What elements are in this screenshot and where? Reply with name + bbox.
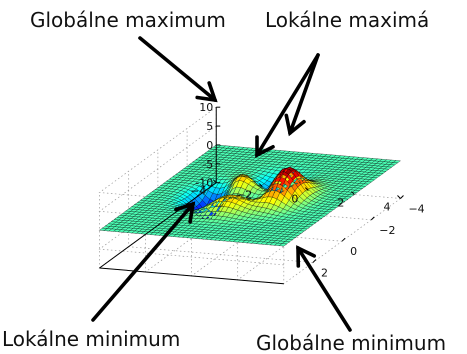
annotation-local-max: Lokálne maximá bbox=[265, 8, 429, 32]
z-tick-label: 0 bbox=[206, 139, 213, 152]
x-tick bbox=[370, 216, 375, 221]
annotation-local-min: Lokálne minimum bbox=[2, 327, 180, 351]
arrow-shaft bbox=[138, 36, 217, 102]
arrow-shaft bbox=[296, 246, 352, 332]
arrow-head bbox=[284, 113, 306, 137]
arrow-shaft bbox=[91, 202, 195, 322]
y-tick-label: 4 bbox=[383, 201, 390, 214]
y-tick bbox=[351, 191, 355, 195]
y-tick-label: 2 bbox=[337, 197, 344, 210]
arrow-head bbox=[255, 135, 275, 158]
z-tick-label: -10 bbox=[195, 177, 213, 190]
y-tick-label: −2 bbox=[236, 189, 252, 202]
x-axis-line bbox=[99, 267, 284, 285]
y-tick bbox=[212, 179, 217, 184]
grid-line bbox=[283, 198, 401, 285]
y-tick-label: 0 bbox=[291, 193, 298, 206]
tick-labels: 10 5 0 -5 -10 4 2 0 −2 −4 −4 −2 0 2 bbox=[190, 101, 425, 279]
arrow-head bbox=[296, 245, 317, 268]
x-tick bbox=[341, 237, 346, 242]
arrow-shaft bbox=[255, 53, 320, 157]
x-tick-label: 0 bbox=[350, 245, 357, 258]
x-tick-label: −4 bbox=[408, 203, 424, 216]
y-tick bbox=[397, 195, 401, 199]
annotation-arrows bbox=[91, 36, 352, 332]
arrow-head bbox=[195, 81, 218, 103]
annotation-global-min: Globálne minimum bbox=[256, 331, 446, 354]
y-axis-line bbox=[99, 182, 217, 269]
arrow-shaft bbox=[288, 53, 320, 135]
surface-patch bbox=[99, 227, 108, 231]
surface bbox=[99, 144, 401, 247]
x-tick bbox=[400, 195, 404, 199]
z-tick-label: 5 bbox=[206, 120, 213, 133]
x-tick-label: 2 bbox=[321, 266, 328, 279]
x-tick bbox=[312, 259, 317, 263]
x-tick-label: −2 bbox=[379, 224, 395, 237]
y-tick-label: −4 bbox=[190, 185, 206, 198]
annotation-global-max: Globálne maximum bbox=[30, 8, 226, 32]
z-tick-label: -5 bbox=[202, 158, 213, 171]
z-tick-label: 10 bbox=[199, 101, 213, 114]
y-tick bbox=[258, 183, 263, 188]
arrow-head bbox=[174, 201, 196, 224]
y-tick bbox=[305, 187, 309, 191]
